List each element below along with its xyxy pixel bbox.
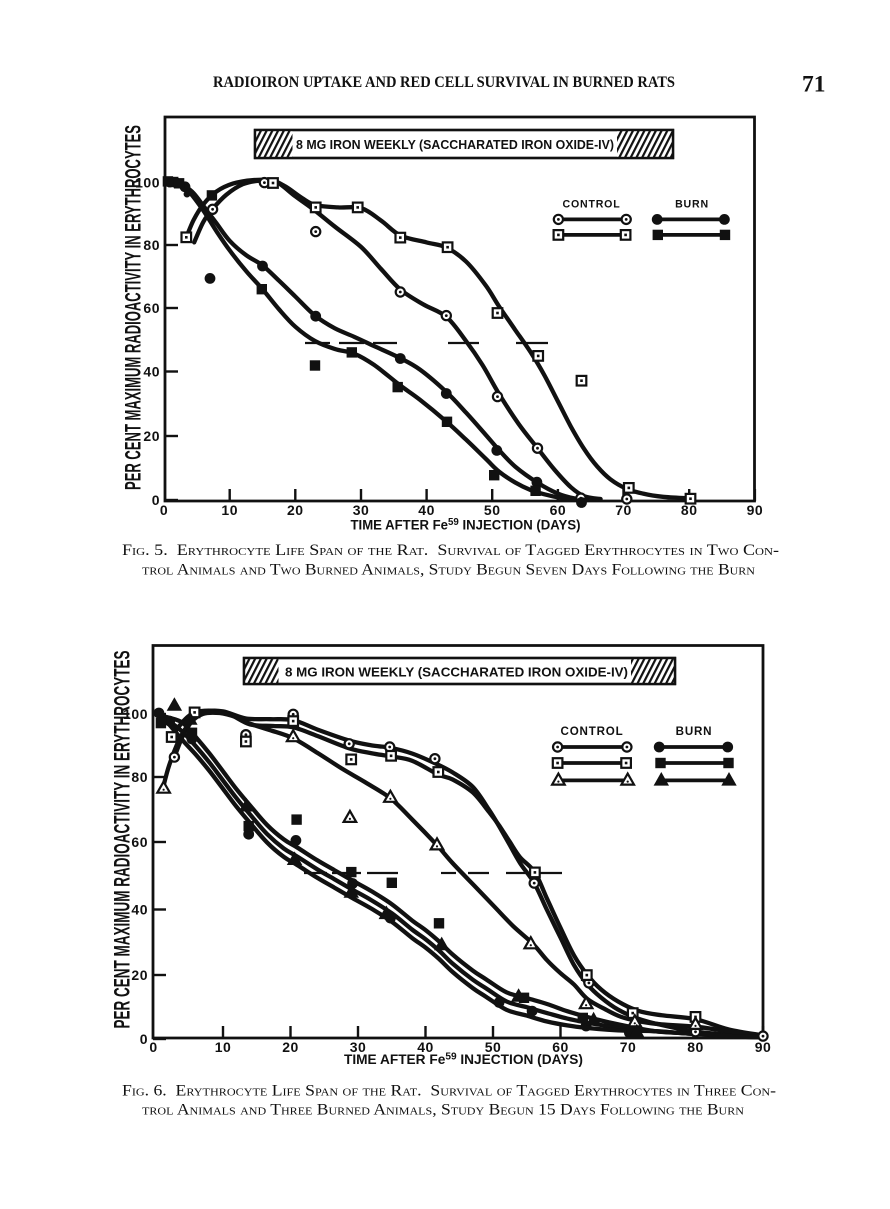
svg-text:trol Animals and Three Burned: trol Animals and Three Burned Animals, S… xyxy=(142,1102,744,1119)
svg-text:20: 20 xyxy=(282,1039,299,1055)
svg-text:50: 50 xyxy=(484,502,501,518)
svg-text:8 MG IRON WEEKLY (SACCHARATED: 8 MG IRON WEEKLY (SACCHARATED IRON OXIDE… xyxy=(285,665,628,680)
svg-text:20: 20 xyxy=(131,967,148,983)
svg-text:100: 100 xyxy=(123,706,148,722)
svg-text:PER CENT MAXIMUM RADIOACTIVITY: PER CENT MAXIMUM RADIOACTIVITY IN ERYTHR… xyxy=(121,125,146,490)
svg-text:60: 60 xyxy=(143,300,160,316)
svg-text:Fig. 5. Erythrocyte Life Span: Fig. 5. Erythrocyte Life Span of the Rat… xyxy=(122,542,779,559)
svg-text:60: 60 xyxy=(131,834,148,850)
svg-text:0: 0 xyxy=(149,1039,157,1055)
svg-text:30: 30 xyxy=(350,1039,367,1055)
svg-text:80: 80 xyxy=(143,237,160,253)
svg-text:8 MG IRON WEEKLY (SACCHARATED: 8 MG IRON WEEKLY (SACCHARATED IRON OXIDE… xyxy=(296,137,614,152)
svg-text:20: 20 xyxy=(287,502,304,518)
svg-text:20: 20 xyxy=(143,428,160,444)
svg-text:71: 71 xyxy=(802,72,826,98)
svg-text:40: 40 xyxy=(418,502,435,518)
svg-text:60: 60 xyxy=(552,1039,569,1055)
svg-text:60: 60 xyxy=(550,502,567,518)
svg-text:RADIOIRON UPTAKE AND RED CELL: RADIOIRON UPTAKE AND RED CELL SURVIVAL I… xyxy=(213,74,675,91)
svg-text:70: 70 xyxy=(615,502,632,518)
svg-text:BURN: BURN xyxy=(676,725,713,738)
svg-text:90: 90 xyxy=(747,502,764,518)
svg-text:40: 40 xyxy=(131,901,148,917)
svg-text:0: 0 xyxy=(160,502,168,518)
svg-text:40: 40 xyxy=(417,1039,434,1055)
svg-text:30: 30 xyxy=(353,502,370,518)
svg-text:0: 0 xyxy=(140,1031,148,1047)
svg-text:50: 50 xyxy=(485,1039,502,1055)
svg-text:BURN: BURN xyxy=(675,199,709,211)
svg-text:Fig. 6. Erythrocyte Life Span: Fig. 6. Erythrocyte Life Span of the Rat… xyxy=(122,1083,776,1100)
svg-text:40: 40 xyxy=(143,363,160,379)
svg-text:100: 100 xyxy=(135,174,160,190)
svg-text:PER CENT MAXIMUM RADIOACTIVITY: PER CENT MAXIMUM RADIOACTIVITY IN ERYTHR… xyxy=(110,651,135,1029)
svg-text:10: 10 xyxy=(221,502,238,518)
svg-text:CONTROL: CONTROL xyxy=(561,725,624,738)
svg-text:10: 10 xyxy=(215,1039,232,1055)
svg-text:TIME AFTER Fe59 INJECTION (DAY: TIME AFTER Fe59 INJECTION (DAYS) xyxy=(351,516,581,534)
svg-text:80: 80 xyxy=(681,502,698,518)
svg-text:80: 80 xyxy=(687,1039,704,1055)
svg-text:80: 80 xyxy=(131,769,148,785)
svg-text:trol Animals and Two Burned An: trol Animals and Two Burned Animals, Stu… xyxy=(142,562,755,579)
svg-text:90: 90 xyxy=(755,1039,772,1055)
svg-text:0: 0 xyxy=(152,492,160,508)
svg-text:CONTROL: CONTROL xyxy=(563,199,621,211)
svg-text:TIME AFTER Fe59 INJECTION (DAY: TIME AFTER Fe59 INJECTION (DAYS) xyxy=(344,1051,583,1069)
svg-text:70: 70 xyxy=(620,1039,637,1055)
